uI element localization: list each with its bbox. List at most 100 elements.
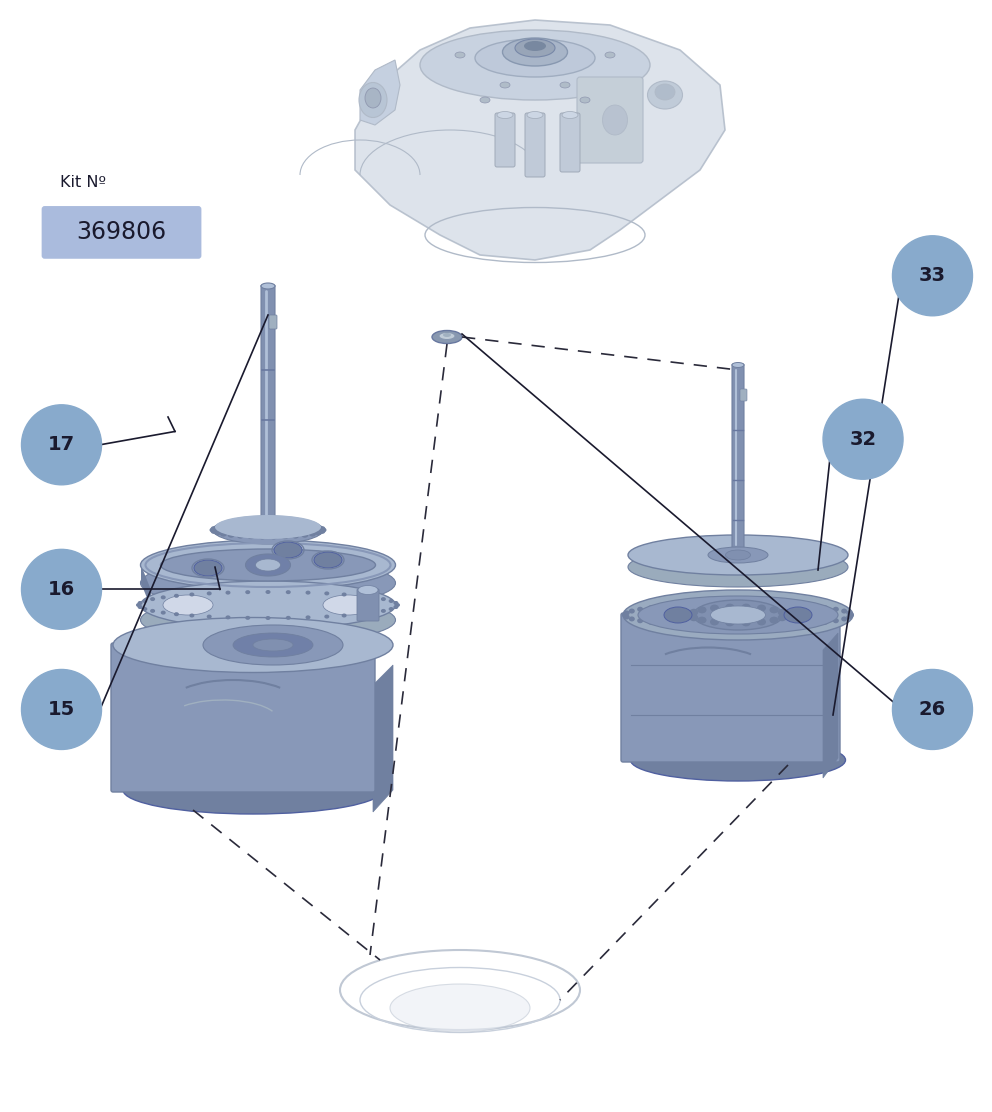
Ellipse shape [256,559,281,570]
Ellipse shape [220,524,227,528]
Ellipse shape [248,534,255,539]
Ellipse shape [710,605,719,612]
Ellipse shape [605,52,615,58]
Ellipse shape [846,610,852,616]
FancyBboxPatch shape [732,364,744,552]
Ellipse shape [141,540,396,590]
Ellipse shape [245,554,291,576]
FancyBboxPatch shape [269,315,277,329]
Ellipse shape [253,639,293,651]
Ellipse shape [292,522,299,526]
Ellipse shape [248,520,255,526]
Ellipse shape [735,624,741,629]
Ellipse shape [161,549,376,580]
Ellipse shape [689,614,698,622]
Ellipse shape [286,590,291,594]
Ellipse shape [319,527,326,533]
Circle shape [22,405,101,485]
Ellipse shape [394,600,399,605]
FancyBboxPatch shape [261,285,275,532]
Ellipse shape [270,535,277,539]
Ellipse shape [302,533,309,538]
Ellipse shape [638,596,838,634]
Ellipse shape [622,613,628,617]
Ellipse shape [628,535,848,575]
Ellipse shape [390,984,530,1032]
Ellipse shape [439,332,455,339]
Ellipse shape [314,530,321,535]
Ellipse shape [381,597,386,602]
Ellipse shape [725,550,751,560]
Ellipse shape [503,38,567,66]
Ellipse shape [142,607,148,610]
Ellipse shape [770,606,779,614]
Ellipse shape [225,590,230,595]
Ellipse shape [245,590,250,594]
Ellipse shape [455,52,465,58]
Text: 33: 33 [919,266,946,286]
Ellipse shape [735,600,741,606]
Ellipse shape [136,603,141,607]
Ellipse shape [150,597,155,602]
Ellipse shape [341,593,346,596]
Ellipse shape [306,615,310,619]
Ellipse shape [515,39,555,57]
Ellipse shape [237,522,244,526]
Ellipse shape [689,608,698,616]
Ellipse shape [123,766,383,814]
Ellipse shape [649,619,655,625]
Ellipse shape [214,525,221,529]
Ellipse shape [237,534,244,538]
Ellipse shape [432,330,462,344]
Ellipse shape [725,604,734,610]
Ellipse shape [381,609,386,613]
Ellipse shape [306,590,310,595]
FancyBboxPatch shape [42,206,201,259]
Ellipse shape [302,523,309,527]
Ellipse shape [141,580,396,629]
Polygon shape [373,665,393,812]
Ellipse shape [821,619,827,625]
Ellipse shape [770,617,779,624]
Ellipse shape [757,618,766,625]
Ellipse shape [138,600,143,605]
FancyBboxPatch shape [577,77,643,163]
Ellipse shape [318,529,325,534]
Ellipse shape [357,594,362,598]
Ellipse shape [161,595,166,599]
FancyBboxPatch shape [621,613,840,762]
Ellipse shape [623,590,853,641]
Ellipse shape [359,82,387,118]
Ellipse shape [710,618,719,625]
Ellipse shape [686,612,695,618]
Ellipse shape [846,615,852,619]
Ellipse shape [562,111,578,119]
Polygon shape [360,60,400,125]
Ellipse shape [807,604,813,608]
Ellipse shape [560,82,570,88]
Ellipse shape [778,608,787,616]
Ellipse shape [370,610,375,615]
Ellipse shape [314,552,342,568]
Ellipse shape [206,615,211,618]
Ellipse shape [318,526,325,532]
Ellipse shape [286,616,291,619]
Polygon shape [141,565,151,608]
Ellipse shape [141,596,396,644]
Ellipse shape [637,618,643,623]
Ellipse shape [833,607,839,612]
Polygon shape [355,20,725,260]
Ellipse shape [655,85,675,100]
Ellipse shape [715,624,721,628]
Ellipse shape [245,616,250,619]
Ellipse shape [142,599,148,603]
Ellipse shape [732,363,744,367]
Ellipse shape [696,602,702,607]
Ellipse shape [841,616,847,622]
Ellipse shape [309,524,316,528]
Ellipse shape [784,607,812,623]
Ellipse shape [480,97,490,103]
Ellipse shape [629,616,635,622]
Ellipse shape [138,605,143,609]
Ellipse shape [365,88,381,108]
